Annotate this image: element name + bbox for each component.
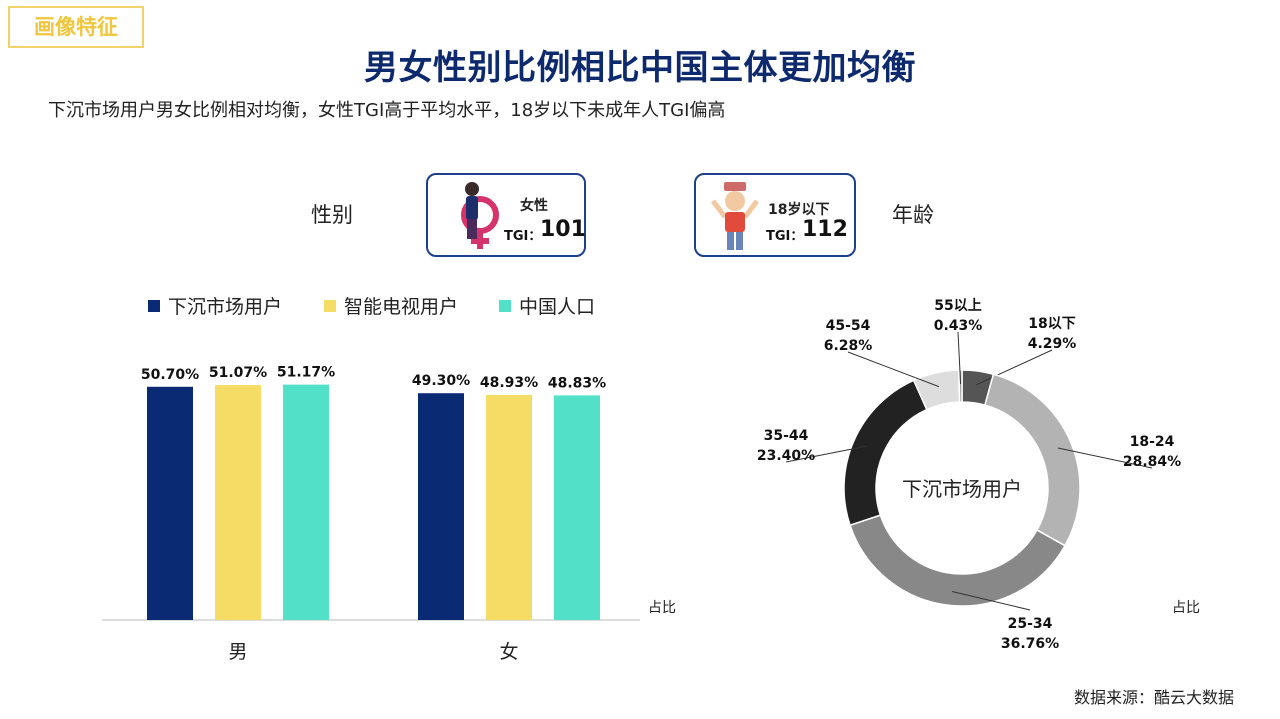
youth-tgi-value: 112 bbox=[802, 217, 848, 242]
legend-label-0: 下沉市场用户 bbox=[168, 296, 283, 318]
gender-section-label: 性别 bbox=[311, 203, 353, 227]
age-section-label: 年龄 bbox=[892, 203, 934, 227]
bar-女-0 bbox=[418, 393, 464, 620]
legend-item-2: 中国人口 bbox=[499, 292, 595, 319]
bar-男-1 bbox=[215, 385, 261, 620]
legend-item-1: 智能电视用户 bbox=[324, 292, 458, 319]
youth-category-label: 18岁以下 bbox=[768, 202, 830, 218]
donut-slice-value: 4.29% bbox=[1028, 336, 1077, 352]
legend-label-2: 中国人口 bbox=[519, 296, 596, 318]
bar-value-label: 49.30% bbox=[412, 373, 470, 389]
bar-男-0 bbox=[147, 386, 193, 620]
youth-tgi-card: 18岁以下 TGI： 112 bbox=[694, 173, 856, 257]
donut-slice-label: 45-54 bbox=[826, 318, 871, 334]
donut-leader-line bbox=[975, 349, 1053, 386]
bar-女-2 bbox=[554, 395, 600, 620]
page-title: 男女性别比例相比中国主体更加均衡 bbox=[364, 48, 916, 88]
female-tgi-label: TGI： bbox=[504, 229, 542, 244]
donut-leader-line bbox=[952, 591, 1031, 611]
legend-swatch-1 bbox=[324, 299, 336, 312]
bar-unit-label: 占比 bbox=[648, 600, 676, 616]
page-subtitle: 下沉市场用户男女比例相对均衡，女性TGI高于平均水平，18岁以下未成年人TGI偏… bbox=[48, 100, 726, 121]
donut-leader-line bbox=[847, 351, 940, 388]
donut-slice-value: 0.43% bbox=[934, 318, 983, 334]
bar-category-label: 女 bbox=[499, 641, 518, 663]
section-tag: 画像特征 bbox=[8, 6, 144, 48]
bar-男-2 bbox=[283, 384, 329, 620]
donut-slice-value: 28.84% bbox=[1123, 454, 1181, 470]
bar-value-label: 51.07% bbox=[209, 365, 267, 381]
donut-slice-label: 35-44 bbox=[764, 428, 809, 444]
data-source: 数据来源：酷云大数据 bbox=[1073, 688, 1234, 707]
donut-slice-value: 36.76% bbox=[1001, 636, 1059, 652]
bar-value-label: 50.70% bbox=[141, 367, 199, 383]
female-person-icon bbox=[461, 182, 499, 249]
donut-slice-value: 6.28% bbox=[824, 338, 873, 354]
female-category-label: 女性 bbox=[520, 198, 548, 214]
female-tgi-value: 101 bbox=[540, 217, 586, 242]
bar-category-label: 男 bbox=[228, 641, 247, 663]
donut-slice-value: 23.40% bbox=[757, 448, 815, 464]
donut-center-label: 下沉市场用户 bbox=[902, 477, 1022, 501]
donut-slice-2 bbox=[849, 514, 1066, 607]
donut-unit-label: 占比 bbox=[1172, 600, 1200, 616]
gender-bar-chart: 50.70% 51.07% 51.17% 男 49.30% 48.93% 48.83% 女 bbox=[102, 365, 640, 663]
legend-swatch-0 bbox=[148, 299, 160, 312]
donut-slice-label: 18以下 bbox=[1028, 316, 1075, 332]
child-person-icon bbox=[711, 182, 759, 250]
legend-swatch-2 bbox=[499, 299, 511, 312]
donut-slice-label: 25-34 bbox=[1008, 616, 1053, 632]
legend-item-0: 下沉市场用户 bbox=[148, 292, 282, 319]
donut-leader-line bbox=[957, 331, 962, 385]
donut-slice-label: 18-24 bbox=[1130, 434, 1175, 450]
bar-value-label: 48.83% bbox=[548, 375, 606, 391]
donut-slice-label: 55以上 bbox=[934, 298, 981, 314]
donut-slice-3 bbox=[843, 379, 928, 527]
bar-value-label: 51.17% bbox=[277, 365, 335, 381]
donut-slice-1 bbox=[983, 373, 1081, 547]
age-donut-chart: 18以下 4.29% 18-24 28.84% 25-34 36.76% 35-44 23.4… bbox=[757, 298, 1181, 652]
legend-label-1: 智能电视用户 bbox=[344, 296, 459, 318]
female-tgi-card: 女性 TGI： 101 bbox=[426, 173, 586, 257]
donut-leader-line bbox=[1057, 447, 1153, 469]
bar-女-1 bbox=[486, 394, 532, 620]
bar-value-label: 48.93% bbox=[480, 375, 538, 391]
youth-tgi-label: TGI： bbox=[766, 229, 804, 244]
donut-leader-line bbox=[785, 445, 867, 463]
